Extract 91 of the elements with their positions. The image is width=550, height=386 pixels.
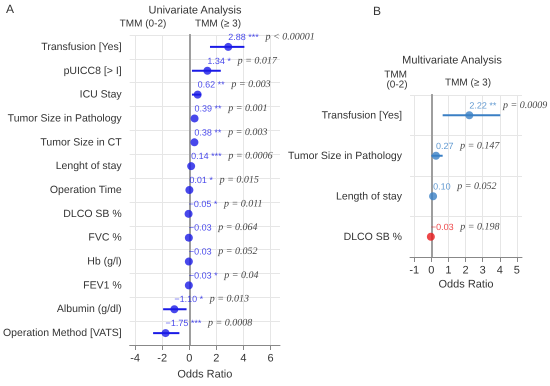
data-label: 1.34 *	[207, 56, 232, 66]
annotation: p = 0.001	[227, 102, 268, 114]
point	[465, 111, 474, 120]
annotation: p = 0.013	[208, 294, 250, 305]
data-label: −0.03	[188, 222, 212, 233]
y-tick-label: FEV1 %	[83, 279, 122, 292]
point	[190, 138, 198, 146]
point	[184, 258, 193, 266]
y-tick-label: Lenght of stay	[56, 160, 122, 172]
x-tick-label: 0	[186, 352, 192, 364]
point	[426, 232, 435, 241]
annotation: p < 0.00001	[264, 31, 315, 42]
annotation: p = 0.0008	[207, 318, 252, 329]
y-tick-label: Hb (g/l)	[87, 256, 122, 268]
y-tick-label: Transfusion [Yes]	[41, 40, 122, 53]
annotation: p = 0.052	[456, 180, 497, 192]
y-tick-label: ICU Stay	[80, 88, 122, 101]
point	[162, 329, 170, 338]
y-tick-label: DLCO SB %	[63, 208, 122, 220]
point	[203, 66, 212, 75]
point	[170, 305, 178, 314]
x-tick-label: 5	[514, 264, 520, 276]
annotation: p = 0.003	[230, 79, 271, 90]
point	[187, 162, 196, 170]
point	[184, 281, 193, 290]
x-tick-label: -2	[157, 352, 168, 364]
data-label: −0.03 *	[188, 270, 218, 280]
text: TMM (≥ 3)	[444, 78, 492, 88]
point	[194, 90, 202, 99]
x-axis-title: Odds Ratio	[177, 368, 232, 380]
annotation: p = 0.011	[223, 198, 263, 210]
data-label: −0.05 *	[188, 198, 218, 209]
text: A	[6, 2, 14, 16]
x-tick-label: 4	[240, 352, 246, 364]
annotation: p = 0.198	[459, 221, 500, 232]
data-label: 0.10	[433, 181, 451, 192]
point	[432, 152, 440, 160]
chart-title: Multivariate Analysis	[402, 54, 502, 66]
annotation: p = 0.064	[217, 222, 258, 234]
x-tick-label: 2	[213, 352, 220, 364]
x-axis-title: Odds Ratio	[438, 278, 494, 290]
annotation: p = 0.015	[218, 174, 259, 186]
data-label: 0.38 **	[194, 127, 222, 138]
data-label: −0.03	[430, 222, 454, 232]
annotation: p = 0.052	[217, 246, 258, 258]
x-tick-label: 4	[496, 264, 503, 276]
y-tick-label: Albumin (g/dl)	[56, 303, 122, 316]
data-label: −0.03	[188, 246, 212, 257]
y-tick-label: Operation Time	[50, 184, 122, 196]
x-tick-label: 0	[428, 264, 434, 276]
point	[190, 114, 199, 122]
x-tick-label: 6	[267, 352, 274, 364]
x-tick-label: 3	[480, 264, 486, 276]
data-label: 0.39 **	[194, 103, 222, 114]
x-tick-label: 1	[445, 264, 452, 276]
data-label: 0.14 ***	[191, 151, 222, 162]
point	[185, 186, 194, 194]
data-label: 2.88 ***	[228, 32, 260, 42]
point	[184, 210, 193, 218]
text: TMM (0-2)	[384, 70, 410, 90]
data-label: −1.75 ***	[166, 318, 202, 328]
x-tick-label: 2	[462, 264, 469, 276]
x-tick-label: -4	[130, 352, 140, 364]
annotation: p = 0.003	[227, 126, 268, 138]
y-tick-label: Length of stay	[336, 190, 403, 202]
data-label: 2.22 **	[469, 100, 497, 110]
y-tick-label: pUICC8 [> I]	[64, 64, 122, 77]
point	[184, 234, 193, 242]
x-tick-label: -1	[409, 264, 420, 276]
text: B	[373, 4, 382, 18]
data-label: −1.10 *	[174, 294, 204, 304]
text: TMM (≥ 3)	[194, 18, 242, 30]
chart-title: Univariate Analysis	[148, 4, 242, 16]
data-label: 0.01 *	[189, 175, 214, 185]
annotation: p = 0.04	[223, 270, 259, 281]
y-tick-label: Tumor Size in CT	[40, 136, 122, 148]
y-tick-label: Operation Method [VATS]	[2, 327, 122, 340]
annotation: p = 0.0006	[227, 150, 273, 162]
text: TMM (0-2)	[120, 18, 166, 30]
point	[429, 192, 438, 200]
y-tick-label: Tumor Size in Pathology	[288, 150, 403, 162]
y-tick-label: Transfusion [Yes]	[322, 109, 402, 122]
annotation: p = 0.0009	[502, 100, 548, 111]
y-tick-label: DLCO SB %	[344, 230, 402, 243]
annotation: p = 0.017	[236, 55, 278, 66]
point	[224, 42, 232, 51]
data-label: 0.27	[436, 140, 454, 151]
annotation: p = 0.147	[459, 140, 500, 152]
data-label: 0.62 **	[198, 80, 226, 90]
y-tick-label: Tumor Size in Pathology	[8, 112, 122, 124]
y-tick-label: FVC %	[88, 232, 122, 244]
